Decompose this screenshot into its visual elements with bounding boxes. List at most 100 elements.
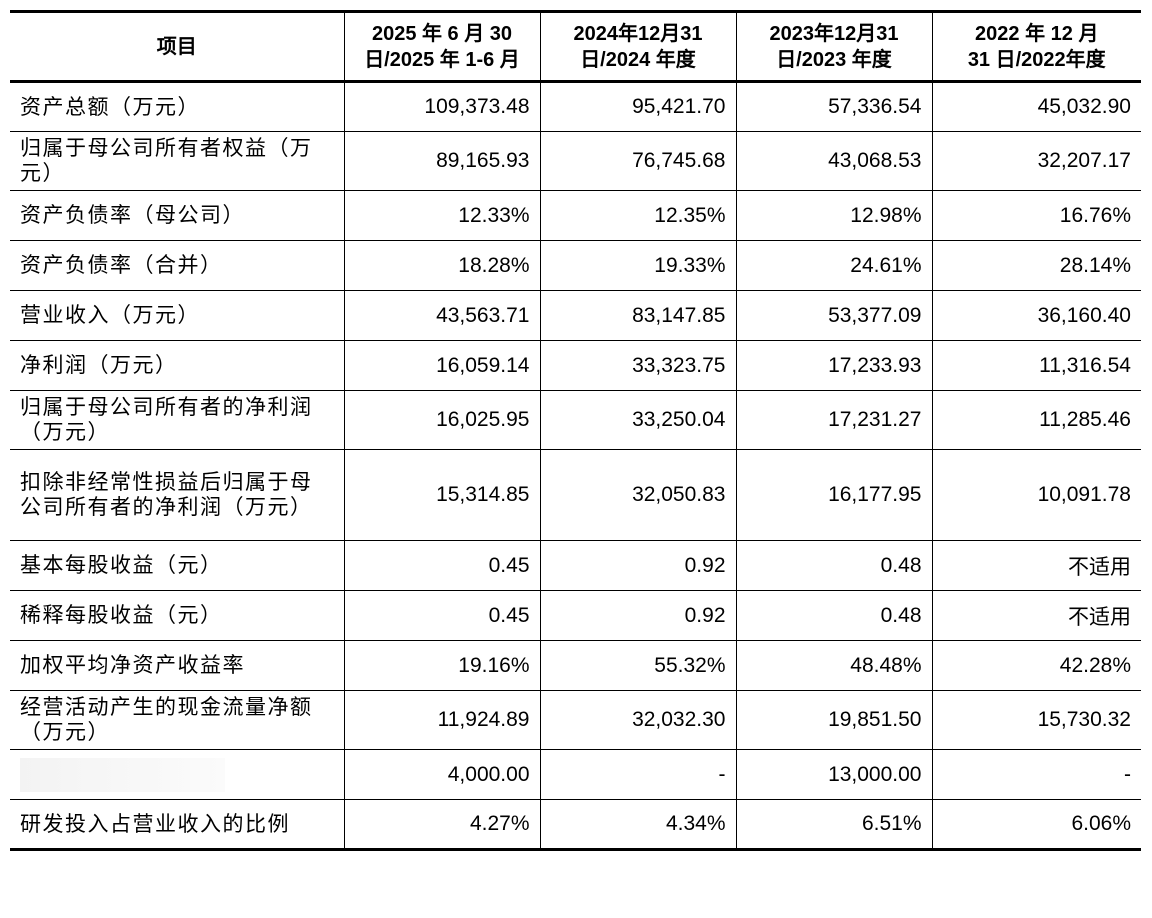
financial-data-table: 项目 2025 年 6 月 30 日/2025 年 1-6 月 2024年12月3… (10, 10, 1141, 851)
header-2022-line2: 31 日/2022年度 (967, 48, 1106, 71)
table-row: 4,000.00 - 13,000.00 - (10, 749, 1141, 800)
cell-value: 24.61% (735, 240, 933, 291)
cell-value: 32,050.83 (539, 449, 737, 541)
row-label: 经营活动产生的现金流量净额（万元） (10, 690, 345, 750)
row-label: 营业收入（万元） (10, 290, 345, 341)
cell-value: 10,091.78 (931, 449, 1141, 541)
cell-value: 11,316.54 (931, 340, 1141, 391)
cell-value: 12.98% (735, 190, 933, 241)
table-row: 加权平均净资产收益率 19.16% 55.32% 48.48% 42.28% (10, 640, 1141, 691)
cell-value: 53,377.09 (735, 290, 933, 341)
cell-value: 33,323.75 (539, 340, 737, 391)
cell-value: 16,025.95 (343, 390, 541, 450)
table-row: 净利润（万元） 16,059.14 33,323.75 17,233.93 11… (10, 340, 1141, 391)
cell-value: 19.16% (343, 640, 541, 691)
row-label: 归属于母公司所有者的净利润（万元） (10, 390, 345, 450)
cell-value: 19,851.50 (735, 690, 933, 750)
cell-value: - (931, 749, 1141, 800)
row-label: 加权平均净资产收益率 (10, 640, 345, 691)
row-label: 稀释每股收益（元） (10, 590, 345, 641)
row-label: 研发投入占营业收入的比例 (10, 799, 345, 851)
cell-value: 13,000.00 (735, 749, 933, 800)
cell-value: 32,207.17 (931, 131, 1141, 191)
header-2023-line1: 2023年12月31 (769, 22, 899, 45)
cell-value: 不适用 (931, 590, 1141, 641)
cell-value: 0.48 (735, 540, 933, 591)
row-label: 资产总额（万元） (10, 81, 345, 132)
cell-value: 33,250.04 (539, 390, 737, 450)
cell-value: 15,730.32 (931, 690, 1141, 750)
cell-value: 4,000.00 (343, 749, 541, 800)
table-row: 资产负债率（母公司） 12.33% 12.35% 12.98% 16.76% (10, 190, 1141, 241)
row-label: 扣除非经常性损益后归属于母公司所有者的净利润（万元） (10, 449, 345, 541)
cell-value: 18.28% (343, 240, 541, 291)
cell-value: 76,745.68 (539, 131, 737, 191)
cell-value: 0.45 (343, 540, 541, 591)
cell-value: 43,068.53 (735, 131, 933, 191)
row-label-redacted (10, 749, 345, 800)
header-2023-line2: 日/2023 年度 (776, 48, 892, 71)
table-header: 项目 2025 年 6 月 30 日/2025 年 1-6 月 2024年12月3… (10, 10, 1141, 83)
cell-value: 89,165.93 (343, 131, 541, 191)
cell-value: 4.34% (539, 799, 737, 851)
redacted-label-area (20, 757, 225, 792)
table-row: 基本每股收益（元） 0.45 0.92 0.48 不适用 (10, 540, 1141, 591)
table-row: 资产负债率（合并） 18.28% 19.33% 24.61% 28.14% (10, 240, 1141, 291)
cell-value: - (539, 749, 737, 800)
cell-value: 11,924.89 (343, 690, 541, 750)
header-2022-line1: 2022 年 12 月 (975, 22, 1099, 45)
cell-value: 36,160.40 (931, 290, 1141, 341)
cell-value: 57,336.54 (735, 81, 933, 132)
cell-value: 15,314.85 (343, 449, 541, 541)
header-2025h1-line2: 日/2025 年 1-6 月 (364, 48, 520, 71)
cell-value: 4.27% (343, 799, 541, 851)
cell-value: 6.06% (931, 799, 1141, 851)
table-body: 资产总额（万元） 109,373.48 95,421.70 57,336.54 … (10, 81, 1141, 851)
cell-value: 不适用 (931, 540, 1141, 591)
header-2024: 2024年12月31 日/2024 年度 (539, 10, 737, 83)
cell-value: 95,421.70 (539, 81, 737, 132)
header-2022: 2022 年 12 月 31 日/2022年度 (931, 10, 1141, 83)
table-row: 扣除非经常性损益后归属于母公司所有者的净利润（万元） 15,314.85 32,… (10, 449, 1141, 541)
header-2024-line1: 2024年12月31 (573, 22, 703, 45)
row-label: 基本每股收益（元） (10, 540, 345, 591)
row-label: 资产负债率（合并） (10, 240, 345, 291)
cell-value: 0.92 (539, 540, 737, 591)
header-2025h1-line1: 2025 年 6 月 30 (371, 22, 513, 45)
header-row: 项目 2025 年 6 月 30 日/2025 年 1-6 月 2024年12月3… (10, 10, 1141, 83)
header-2025h1: 2025 年 6 月 30 日/2025 年 1-6 月 (343, 10, 541, 83)
table-row: 营业收入（万元） 43,563.71 83,147.85 53,377.09 3… (10, 290, 1141, 341)
cell-value: 16.76% (931, 190, 1141, 241)
row-label: 资产负债率（母公司） (10, 190, 345, 241)
cell-value: 55.32% (539, 640, 737, 691)
cell-value: 28.14% (931, 240, 1141, 291)
cell-value: 11,285.46 (931, 390, 1141, 450)
cell-value: 83,147.85 (539, 290, 737, 341)
table-row: 资产总额（万元） 109,373.48 95,421.70 57,336.54 … (10, 81, 1141, 132)
cell-value: 0.92 (539, 590, 737, 641)
cell-value: 16,059.14 (343, 340, 541, 391)
cell-value: 6.51% (735, 799, 933, 851)
row-label: 归属于母公司所有者权益（万元） (10, 131, 345, 191)
cell-value: 17,233.93 (735, 340, 933, 391)
cell-value: 12.35% (539, 190, 737, 241)
cell-value: 0.45 (343, 590, 541, 641)
cell-value: 42.28% (931, 640, 1141, 691)
table-row: 研发投入占营业收入的比例 4.27% 4.34% 6.51% 6.06% (10, 799, 1141, 851)
cell-value: 17,231.27 (735, 390, 933, 450)
header-2024-line2: 日/2024 年度 (580, 48, 696, 71)
table-row: 归属于母公司所有者权益（万元） 89,165.93 76,745.68 43,0… (10, 131, 1141, 191)
cell-value: 45,032.90 (931, 81, 1141, 132)
cell-value: 19.33% (539, 240, 737, 291)
cell-value: 16,177.95 (735, 449, 933, 541)
table-row: 归属于母公司所有者的净利润（万元） 16,025.95 33,250.04 17… (10, 390, 1141, 450)
cell-value: 109,373.48 (343, 81, 541, 132)
cell-value: 12.33% (343, 190, 541, 241)
cell-value: 43,563.71 (343, 290, 541, 341)
table-row: 稀释每股收益（元） 0.45 0.92 0.48 不适用 (10, 590, 1141, 641)
cell-value: 48.48% (735, 640, 933, 691)
header-2023: 2023年12月31 日/2023 年度 (735, 10, 933, 83)
cell-value: 32,032.30 (539, 690, 737, 750)
row-label: 净利润（万元） (10, 340, 345, 391)
header-item: 项目 (10, 10, 345, 83)
